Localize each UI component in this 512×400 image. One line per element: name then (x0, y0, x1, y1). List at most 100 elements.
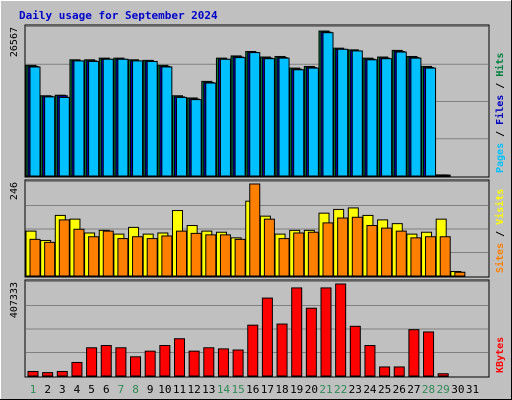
y-max-label: 246 (9, 182, 20, 200)
bar-sites-day-13 (205, 234, 217, 277)
bar-pages-day-6 (102, 58, 114, 177)
x-tick-day-31: 31 (466, 383, 479, 396)
bar-pages-day-21 (322, 32, 334, 177)
bar-kbytes-day-11 (174, 338, 185, 377)
x-tick-day-3: 3 (59, 383, 66, 396)
bar-pages-day-8 (132, 60, 144, 177)
bar-sites-day-1 (29, 238, 41, 277)
bar-sites-day-8 (132, 236, 144, 277)
bar-pages-day-16 (249, 52, 261, 177)
bar-kbytes-day-25 (379, 366, 391, 377)
bar-kbytes-day-5 (86, 347, 98, 377)
panel-legend: KBytes (495, 337, 506, 373)
y-max-label: 26567 (9, 27, 20, 57)
bar-kbytes-day-24 (364, 345, 376, 377)
bar-kbytes-day-27 (408, 329, 420, 377)
x-tick-day-18: 18 (275, 383, 288, 396)
bar-kbytes-day-26 (393, 366, 405, 377)
bar-sites-day-5 (88, 236, 100, 277)
x-tick-day-9: 9 (147, 383, 154, 396)
legend-visits: Visits (494, 189, 506, 225)
x-tick-day-7: 7 (118, 383, 125, 396)
bar-pages-day-28 (425, 67, 437, 177)
bar-sites-day-7 (117, 238, 129, 277)
bar-kbytes-day-4 (71, 361, 83, 377)
x-tick-day-2: 2 (44, 383, 51, 396)
bar-pages-day-26 (395, 51, 407, 177)
bar-pages-day-13 (205, 82, 217, 177)
x-tick-day-22: 22 (334, 383, 347, 396)
bar-sites-day-18 (278, 238, 290, 277)
x-tick-day-30: 30 (451, 383, 464, 396)
bar-sites-day-9 (146, 238, 158, 277)
x-tick-day-16: 16 (246, 383, 259, 396)
bar-sites-day-23 (351, 216, 363, 277)
x-tick-day-13: 13 (202, 383, 215, 396)
bar-kbytes-day-16 (247, 324, 259, 377)
x-tick-day-6: 6 (103, 383, 110, 396)
x-tick-day-21: 21 (319, 383, 332, 396)
legend-separator: / (495, 125, 506, 143)
y-max-label: 407333 (9, 282, 20, 318)
bar-pages-day-10 (161, 66, 173, 177)
bar-kbytes-day-7 (115, 347, 127, 377)
bar-sites-day-16 (249, 183, 261, 277)
bar-sites-day-17 (263, 218, 275, 277)
bar-kbytes-day-1 (27, 370, 39, 377)
x-tick-day-17: 17 (261, 383, 274, 396)
x-tick-day-15: 15 (231, 383, 244, 396)
bar-sites-day-26 (395, 230, 407, 277)
bar-kbytes-day-9 (144, 350, 156, 377)
bar-pages-day-27 (410, 57, 422, 177)
bar-pages-day-14 (219, 58, 231, 177)
bar-pages-day-20 (307, 67, 319, 177)
x-tick-day-10: 10 (158, 383, 171, 396)
legend-hits: Hits (494, 53, 506, 77)
bar-sites-day-3 (58, 219, 70, 277)
bar-kbytes-day-8 (130, 356, 142, 377)
bar-kbytes-day-15 (232, 349, 244, 377)
bar-pages-day-5 (88, 60, 100, 177)
bar-sites-day-19 (293, 232, 305, 277)
legend-files: Files (494, 95, 506, 125)
bar-sites-day-4 (73, 228, 85, 277)
x-tick-day-25: 25 (378, 383, 391, 396)
bar-pages-day-25 (381, 58, 393, 177)
legend-separator: / (495, 77, 506, 95)
bar-kbytes-day-28 (423, 331, 435, 377)
x-tick-day-28: 28 (422, 383, 435, 396)
x-tick-day-14: 14 (217, 383, 231, 396)
bar-sites-day-15 (234, 238, 246, 277)
bar-pages-day-17 (263, 58, 275, 177)
bar-kbytes-day-2 (42, 372, 54, 377)
x-tick-day-27: 27 (407, 383, 420, 396)
bar-kbytes-day-14 (217, 348, 229, 377)
x-tick-day-1: 1 (30, 383, 37, 396)
bar-pages-day-18 (278, 57, 290, 177)
legend-pages: Pages (495, 143, 506, 173)
x-tick-day-12: 12 (188, 383, 201, 396)
x-tick-day-5: 5 (88, 383, 95, 396)
chart-title: Daily usage for September 2024 (19, 9, 218, 22)
panels-layer: 26567 Pages / Files / Hits 246 Sites / Visi… (9, 24, 506, 378)
panel-hits-files-pages: 26567 Pages / Files / Hits (9, 24, 506, 178)
bar-pages-day-1 (29, 66, 41, 177)
panel-legend: Sites / Visits (494, 189, 506, 273)
bar-pages-day-7 (117, 58, 129, 177)
bar-sites-day-6 (102, 230, 114, 277)
bar-kbytes-day-6 (100, 345, 112, 377)
x-tick-day-11: 11 (173, 383, 186, 396)
bar-kbytes-day-12 (188, 350, 200, 377)
bar-kbytes-day-21 (320, 287, 332, 377)
bar-pages-day-3 (58, 96, 70, 177)
x-tick-day-29: 29 (437, 383, 450, 396)
bar-kbytes-day-22 (335, 283, 347, 377)
bar-sites-day-28 (425, 236, 437, 277)
bar-pages-day-12 (190, 99, 202, 177)
bar-sites-day-2 (44, 241, 56, 277)
x-tick-day-23: 23 (349, 383, 362, 396)
bar-pages-day-11 (176, 96, 187, 177)
bar-sites-day-21 (322, 222, 334, 277)
bar-pages-day-29 (439, 174, 451, 177)
